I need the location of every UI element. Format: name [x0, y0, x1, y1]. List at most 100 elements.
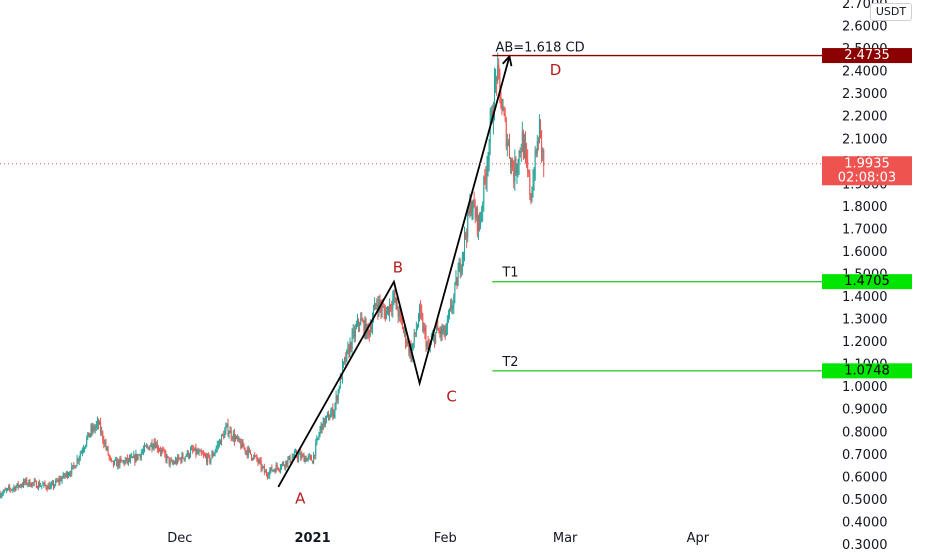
candle-body — [421, 311, 423, 317]
candle-body — [177, 456, 179, 464]
level-label-t1: T1 — [501, 266, 518, 281]
candle-body — [183, 458, 185, 460]
candle-body — [408, 341, 410, 353]
abcd-arrow-head — [502, 54, 513, 67]
candle-body — [391, 308, 393, 310]
price-tick-label: 1.3000 — [842, 313, 888, 328]
candle-body — [85, 444, 87, 448]
price-tick-label: 0.7000 — [842, 448, 888, 463]
candle-body — [280, 464, 282, 469]
candle-body — [531, 195, 533, 201]
candle-body — [489, 119, 491, 144]
candle-body — [261, 466, 263, 469]
candle-body — [351, 333, 353, 349]
candle-body — [516, 168, 518, 174]
candle-body — [414, 332, 416, 334]
price-tick-label: 1.8000 — [842, 200, 888, 215]
candle-body — [151, 443, 153, 449]
candle-body — [138, 454, 140, 456]
currency-badge[interactable]: USDT — [870, 3, 912, 21]
candle-body — [163, 450, 165, 452]
candle-body — [505, 119, 507, 147]
candle-body — [238, 438, 240, 440]
candle-body — [89, 433, 91, 437]
candle-body — [356, 319, 358, 326]
candle-body — [526, 151, 528, 160]
candle-body — [400, 314, 402, 321]
candle-body — [481, 210, 483, 221]
candle-body — [458, 262, 460, 272]
candle-body — [132, 456, 134, 458]
candle-body — [57, 479, 59, 482]
time-axis[interactable]: Dec 2021 Feb Mar Apr — [167, 531, 710, 546]
candle-body — [352, 330, 354, 334]
candle-body — [19, 485, 21, 487]
candle-body — [517, 164, 519, 169]
candle-body — [488, 143, 490, 162]
candle-body — [404, 328, 406, 331]
candle-body — [263, 466, 265, 473]
candle-body — [210, 458, 212, 463]
candle-body — [269, 470, 271, 476]
candle-body — [383, 307, 385, 312]
candle-body — [456, 277, 458, 286]
candle-body — [451, 305, 453, 310]
candle-body — [354, 327, 356, 337]
candle-body — [154, 442, 156, 448]
candle-body — [179, 458, 181, 460]
candle-body — [273, 469, 275, 471]
candle-body — [396, 298, 398, 311]
candle-body — [386, 306, 388, 311]
candle-body — [194, 447, 196, 451]
candle-body — [28, 480, 30, 484]
candle-body — [288, 456, 290, 460]
abcd-pattern-line — [277, 56, 511, 488]
candle-body — [65, 472, 67, 475]
candle-body — [0, 493, 1, 497]
price-tick-label: 1.6000 — [842, 245, 888, 260]
price-tag-t1-bg — [822, 274, 912, 290]
candle-body — [338, 388, 340, 390]
candle-body — [543, 150, 545, 166]
candle-body — [369, 327, 371, 336]
candle-body — [81, 451, 83, 453]
candle-body — [495, 77, 497, 82]
price-tick-label: 0.3000 — [842, 538, 888, 550]
candle-body — [47, 484, 49, 490]
candle-body — [540, 120, 542, 131]
candle-body — [31, 482, 33, 487]
candle-body — [156, 443, 158, 450]
candle-body — [485, 177, 487, 181]
candle-body — [99, 422, 101, 425]
candle-body — [445, 328, 447, 336]
candle-body — [129, 458, 131, 461]
candle-body — [287, 459, 289, 465]
candle-body — [48, 484, 50, 490]
candle-body — [164, 450, 166, 455]
candle-body — [184, 456, 186, 460]
candle-body — [343, 361, 345, 364]
candle-body — [272, 470, 274, 472]
candle-body — [519, 150, 521, 154]
price-tag-t2-bg — [822, 363, 912, 379]
candle-body — [435, 332, 437, 344]
candle-body — [259, 460, 261, 462]
candle-body — [195, 447, 197, 455]
candle-body — [305, 457, 307, 462]
candle-body — [199, 450, 201, 452]
candle-body — [246, 450, 248, 456]
candle-body — [446, 318, 448, 329]
candle-body — [474, 207, 476, 218]
candle-body — [340, 375, 342, 380]
candle-body — [262, 466, 264, 468]
candle-body — [201, 453, 203, 455]
price-tick-label: 2.3000 — [842, 87, 888, 102]
candle-body — [237, 436, 239, 440]
candle-body — [35, 481, 37, 488]
candle-body — [376, 304, 378, 306]
candle-body — [503, 108, 505, 114]
candle-body — [247, 448, 249, 456]
